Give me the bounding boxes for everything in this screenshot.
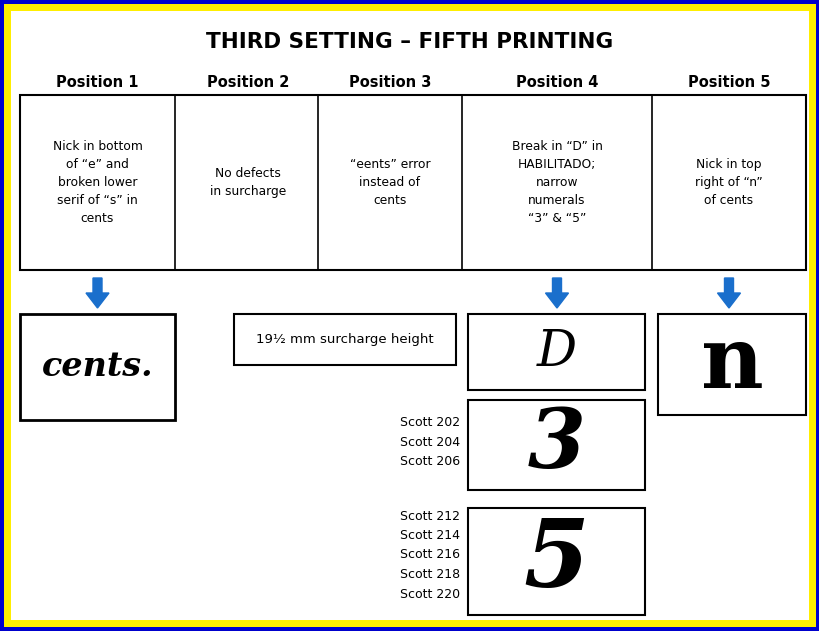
Bar — [468, 508, 645, 615]
Bar — [468, 314, 645, 390]
Text: “eents” error
instead of
cents: “eents” error instead of cents — [349, 158, 430, 207]
Text: Position 3: Position 3 — [348, 75, 431, 90]
Polygon shape — [717, 278, 740, 308]
Bar — [657, 314, 805, 415]
Bar — [20, 314, 174, 420]
Polygon shape — [545, 278, 568, 308]
Text: Position 4: Position 4 — [515, 75, 597, 90]
Polygon shape — [86, 278, 109, 308]
Bar — [20, 95, 805, 270]
Text: D: D — [536, 327, 576, 377]
Text: Scott 202
Scott 204
Scott 206: Scott 202 Scott 204 Scott 206 — [400, 416, 459, 468]
Text: 5: 5 — [523, 517, 589, 606]
Text: cents.: cents. — [42, 350, 153, 384]
Text: 19½ mm surcharge height: 19½ mm surcharge height — [256, 333, 433, 346]
Text: No defects
in surcharge: No defects in surcharge — [210, 167, 286, 198]
Text: Position 2: Position 2 — [206, 75, 289, 90]
Text: Nick in bottom
of “e” and
broken lower
serif of “s” in
cents: Nick in bottom of “e” and broken lower s… — [52, 140, 143, 225]
Bar — [468, 400, 645, 490]
Bar — [233, 314, 455, 365]
Text: Position 5: Position 5 — [687, 75, 769, 90]
Text: Nick in top
right of “n”
of cents: Nick in top right of “n” of cents — [695, 158, 762, 207]
Text: THIRD SETTING – FIFTH PRINTING: THIRD SETTING – FIFTH PRINTING — [206, 32, 613, 52]
Text: 3: 3 — [527, 405, 585, 485]
Text: Position 1: Position 1 — [57, 75, 138, 90]
Text: Break in “D” in
HABILITADO;
narrow
numerals
“3” & “5”: Break in “D” in HABILITADO; narrow numer… — [511, 140, 602, 225]
Text: Scott 212
Scott 214
Scott 216
Scott 218
Scott 220: Scott 212 Scott 214 Scott 216 Scott 218 … — [400, 509, 459, 601]
Text: n: n — [699, 322, 762, 406]
